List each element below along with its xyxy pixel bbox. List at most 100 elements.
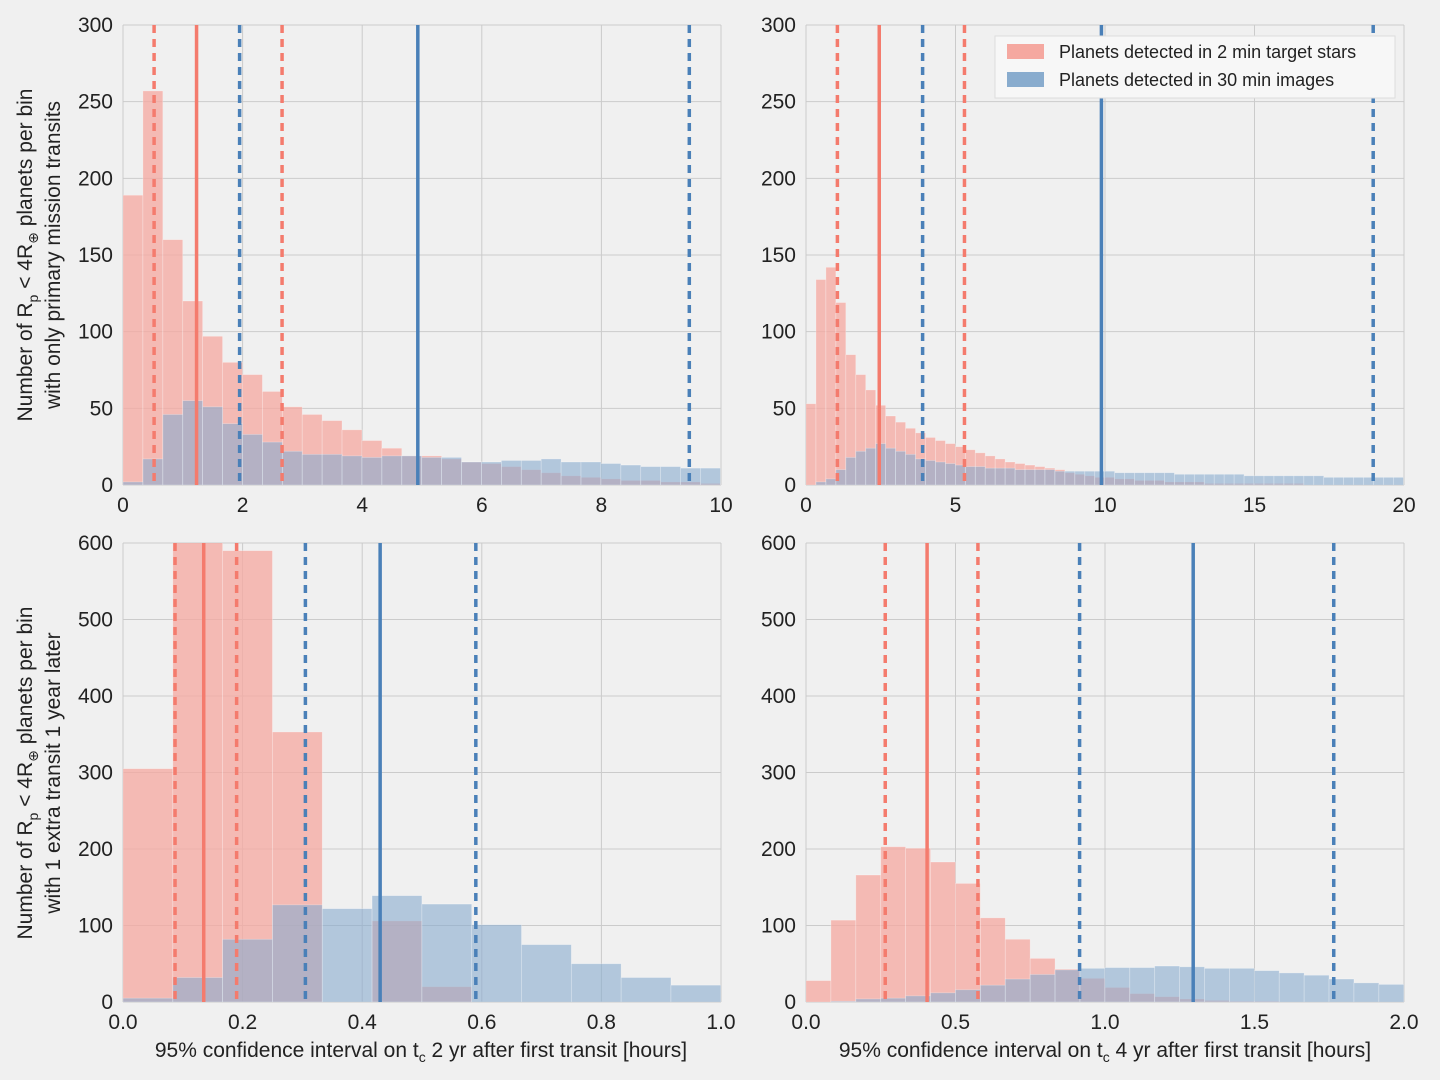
- histogram-bar-blue: [1174, 473, 1185, 485]
- histogram-bar-blue: [1154, 472, 1165, 485]
- histogram-bar-blue: [481, 461, 502, 485]
- histogram-bar-red: [806, 980, 832, 1002]
- histogram-bar-blue: [1044, 469, 1056, 485]
- y-tick-label: 600: [78, 532, 113, 555]
- histogram-bar-blue: [1014, 469, 1026, 485]
- histogram-bar-red: [825, 266, 837, 485]
- x-tick-label: 0.8: [587, 1011, 616, 1034]
- legend-swatch-blue: [1007, 72, 1044, 87]
- panel-top-left: 0 50 100 150 200 250 300 0 2 4 6 8 10: [78, 14, 733, 517]
- histogram-bar-blue: [815, 481, 827, 485]
- x-tick-label: 4: [356, 494, 368, 517]
- x-tick-label: 8: [596, 494, 608, 517]
- histogram-bar-blue: [301, 453, 323, 485]
- legend-label-red: Planets detected in 2 min target stars: [1059, 42, 1356, 62]
- histogram-bar-blue: [930, 992, 956, 1002]
- histogram-bar-blue: [984, 467, 996, 485]
- x-tick-label: 10: [709, 494, 732, 517]
- histogram-bar-blue: [925, 460, 936, 485]
- histogram-bar-blue: [1283, 475, 1295, 485]
- histogram-bar-blue: [1193, 473, 1205, 485]
- histogram-bar-blue: [272, 904, 323, 1002]
- histogram-bar-red: [855, 874, 882, 1002]
- histogram-bar-blue: [994, 467, 1006, 485]
- histogram-bars: [123, 90, 721, 485]
- histogram-bar-blue: [964, 466, 976, 485]
- histogram-bar-blue: [1373, 476, 1384, 485]
- histogram-bar-blue: [825, 478, 837, 485]
- histogram-bar-red: [815, 279, 827, 485]
- histogram-bar-blue: [1129, 967, 1156, 1002]
- histogram-bar-blue: [640, 466, 662, 485]
- histogram-bar-blue: [845, 457, 857, 485]
- histogram-bar-blue: [1353, 476, 1364, 485]
- histogram-bar-blue: [1243, 475, 1255, 485]
- histogram-bar-blue: [855, 450, 867, 485]
- histogram-bar-blue: [1084, 470, 1096, 485]
- y-tick-label: 100: [761, 915, 796, 938]
- histogram-bar-blue: [1213, 473, 1225, 485]
- histogram-bar-blue: [945, 463, 956, 485]
- panel-top-right: 0 50 100 150 200 250 300 0 5 10 15 20: [761, 14, 1416, 517]
- histogram-bar-blue: [1029, 974, 1056, 1002]
- y-axis-label-bottom-line1: Number of Rp < 4R⊕ planets per bin: [14, 607, 41, 940]
- histogram-bar-red: [123, 194, 144, 485]
- histogram-bar-red: [142, 90, 164, 485]
- histogram-bar-blue: [955, 989, 981, 1002]
- histogram-bar-blue: [1074, 470, 1086, 485]
- x-tick-label: 0.0: [791, 1011, 820, 1034]
- histogram-bars: [806, 266, 1404, 485]
- panel-bottom-right: 0 100 200 300 400 500 600 0.0 0.5 1.0 1.5 2.0: [761, 532, 1419, 1034]
- histogram-bar-red: [222, 550, 273, 1002]
- histogram-bar-blue: [570, 963, 622, 1002]
- histogram-bar-blue: [905, 453, 916, 485]
- histogram-bar-blue: [540, 458, 562, 485]
- y-tick-label: 200: [761, 167, 796, 190]
- x-tick-label: 1.0: [706, 1011, 735, 1034]
- histogram-bar-blue: [1278, 972, 1305, 1002]
- x-tick-label: 1.5: [1240, 1011, 1269, 1034]
- y-tick-label: 0: [101, 474, 113, 497]
- histogram-bar-blue: [1263, 475, 1275, 485]
- histogram-bar-blue: [281, 450, 303, 485]
- legend-box: [994, 35, 1396, 99]
- x-tick-label: 0: [117, 494, 129, 517]
- histogram-bar-red: [123, 768, 174, 1002]
- histogram-bar-blue: [123, 481, 144, 485]
- histogram-bar-blue: [321, 908, 373, 1002]
- histogram-bar-blue: [1273, 475, 1285, 485]
- histogram-bar-blue: [520, 460, 542, 485]
- x-axis-label-bottom-left: 95% confidence interval on tc 2 yr after…: [155, 1039, 687, 1065]
- histogram-bar-blue: [1229, 967, 1255, 1002]
- y-tick-label: 150: [761, 244, 796, 267]
- y-tick-label: 250: [761, 91, 796, 114]
- histogram-bar-blue: [1154, 965, 1180, 1002]
- y-tick-label: 100: [78, 915, 113, 938]
- histogram-bar-blue: [1054, 969, 1081, 1002]
- y-tick-label: 500: [78, 609, 113, 632]
- y-tick-label: 600: [761, 532, 796, 555]
- x-tick-label: 20: [1392, 494, 1415, 517]
- y-tick-label: 500: [761, 609, 796, 632]
- y-tick-label: 50: [773, 397, 796, 420]
- histogram-bar-blue: [1144, 472, 1155, 485]
- y-tick-label: 400: [761, 685, 796, 708]
- histogram-bar-blue: [974, 466, 986, 485]
- y-tick-label: 300: [761, 762, 796, 785]
- histogram-bar-blue: [1253, 475, 1265, 485]
- histogram-bars: [123, 543, 721, 1002]
- histogram-bar-blue: [1378, 984, 1404, 1002]
- y-tick-label: 250: [78, 91, 113, 114]
- y-tick-label: 200: [78, 167, 113, 190]
- y-tick-label: 200: [78, 838, 113, 861]
- histogram-bar-blue: [202, 406, 223, 485]
- histogram-bar-blue: [1034, 469, 1046, 485]
- histogram-bar-blue: [421, 457, 442, 485]
- y-tick-label: 0: [784, 991, 796, 1014]
- x-tick-label: 0.6: [467, 1011, 496, 1034]
- histogram-bar-blue: [935, 461, 946, 485]
- x-axis-label-bottom-right: 95% confidence interval on tc 4 yr after…: [839, 1039, 1371, 1065]
- histogram-bar-blue: [580, 461, 602, 485]
- histogram-bar-blue: [1004, 467, 1016, 485]
